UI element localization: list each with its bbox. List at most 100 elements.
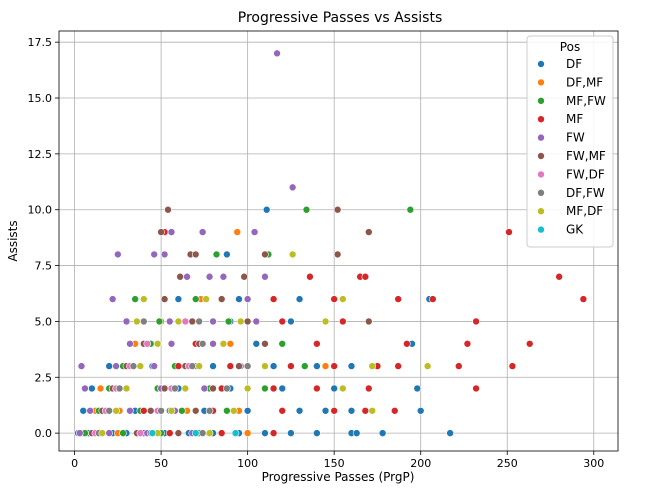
legend-box (526, 35, 614, 248)
data-point (278, 406, 287, 415)
data-point (219, 272, 228, 281)
data-point (126, 339, 134, 348)
data-point (243, 317, 252, 326)
data-point (136, 429, 145, 437)
y-tick-label: 7.5 (35, 260, 53, 273)
data-point (209, 362, 217, 370)
data-point (86, 406, 94, 415)
data-point (287, 362, 295, 370)
data-point (167, 406, 176, 415)
data-point (321, 406, 330, 415)
data-point (330, 406, 338, 415)
data-point (333, 250, 342, 259)
data-point (269, 295, 278, 303)
legend-marker (537, 189, 545, 197)
data-point (364, 317, 373, 326)
y-tick-label: 5.0 (35, 315, 53, 328)
data-point (361, 272, 370, 281)
data-point (525, 339, 534, 348)
data-point (209, 384, 217, 393)
data-point (205, 272, 214, 281)
data-point (313, 362, 321, 370)
data-point (183, 272, 191, 281)
legend-entry: GK (566, 223, 584, 237)
data-point (278, 339, 287, 348)
data-point (209, 339, 217, 348)
data-point (174, 317, 183, 326)
data-point (140, 295, 148, 303)
data-point (416, 406, 425, 415)
data-point (136, 362, 145, 370)
legend-entry: MF,FW (566, 94, 606, 108)
x-tick-label: 50 (154, 457, 168, 470)
legend-marker (537, 78, 545, 87)
legend-entry: MF,DF (566, 204, 603, 218)
data-point (108, 295, 117, 303)
data-point (261, 272, 269, 281)
data-point (321, 317, 330, 326)
data-point (212, 250, 221, 259)
data-point (368, 362, 377, 370)
data-point (288, 183, 297, 192)
data-point (269, 429, 278, 437)
data-point (155, 317, 164, 326)
data-point (160, 384, 169, 393)
x-axis-label: Progressive Passes (PrgP) (262, 470, 415, 484)
data-point (273, 49, 281, 58)
legend-entry: MF (566, 112, 583, 126)
data-point (140, 406, 148, 415)
data-point (96, 384, 105, 393)
data-point (114, 250, 122, 259)
data-point (112, 362, 120, 370)
data-point (235, 362, 243, 370)
y-tick-label: 0.0 (35, 427, 53, 440)
y-tick-label: 15.0 (28, 92, 53, 105)
data-point (119, 429, 127, 437)
data-point (390, 406, 399, 415)
data-point (198, 429, 207, 437)
data-point (167, 339, 176, 348)
data-point (330, 362, 338, 370)
data-point (394, 295, 403, 303)
data-point (129, 362, 138, 370)
data-point (233, 228, 242, 236)
x-tick-label: 300 (583, 457, 604, 470)
legend-title: Pos (560, 40, 580, 54)
data-point (191, 429, 200, 437)
x-tick-label: 0 (71, 457, 78, 470)
data-point (122, 384, 131, 393)
data-point (165, 429, 174, 437)
data-point (226, 362, 235, 370)
legend-items: DF DF,MF MF,FW MF FW FW,MF FW,DF DF,FW MF,DF GK (537, 57, 606, 237)
data-point (508, 362, 517, 370)
data-point (160, 295, 169, 303)
data-point (269, 362, 278, 370)
data-point (191, 406, 200, 415)
data-point (195, 317, 203, 326)
data-point (178, 406, 186, 415)
data-point (202, 295, 210, 303)
data-point (339, 384, 347, 393)
data-point (209, 317, 217, 326)
data-point (231, 429, 240, 437)
data-point (302, 205, 311, 214)
data-point (243, 429, 252, 437)
data-point (330, 384, 338, 393)
data-point (243, 384, 252, 393)
data-point (288, 250, 297, 259)
y-tick-label: 12.5 (28, 148, 53, 161)
data-point (306, 272, 314, 281)
data-point (278, 384, 287, 393)
legend-marker (537, 170, 545, 179)
data-point (243, 406, 252, 415)
data-point (505, 228, 513, 236)
data-point (146, 406, 155, 415)
data-point (454, 362, 463, 370)
data-point (165, 317, 174, 326)
data-point (429, 295, 437, 303)
data-point (79, 406, 88, 415)
data-point (217, 429, 226, 437)
series-gk (148, 429, 240, 437)
data-point (321, 362, 330, 370)
